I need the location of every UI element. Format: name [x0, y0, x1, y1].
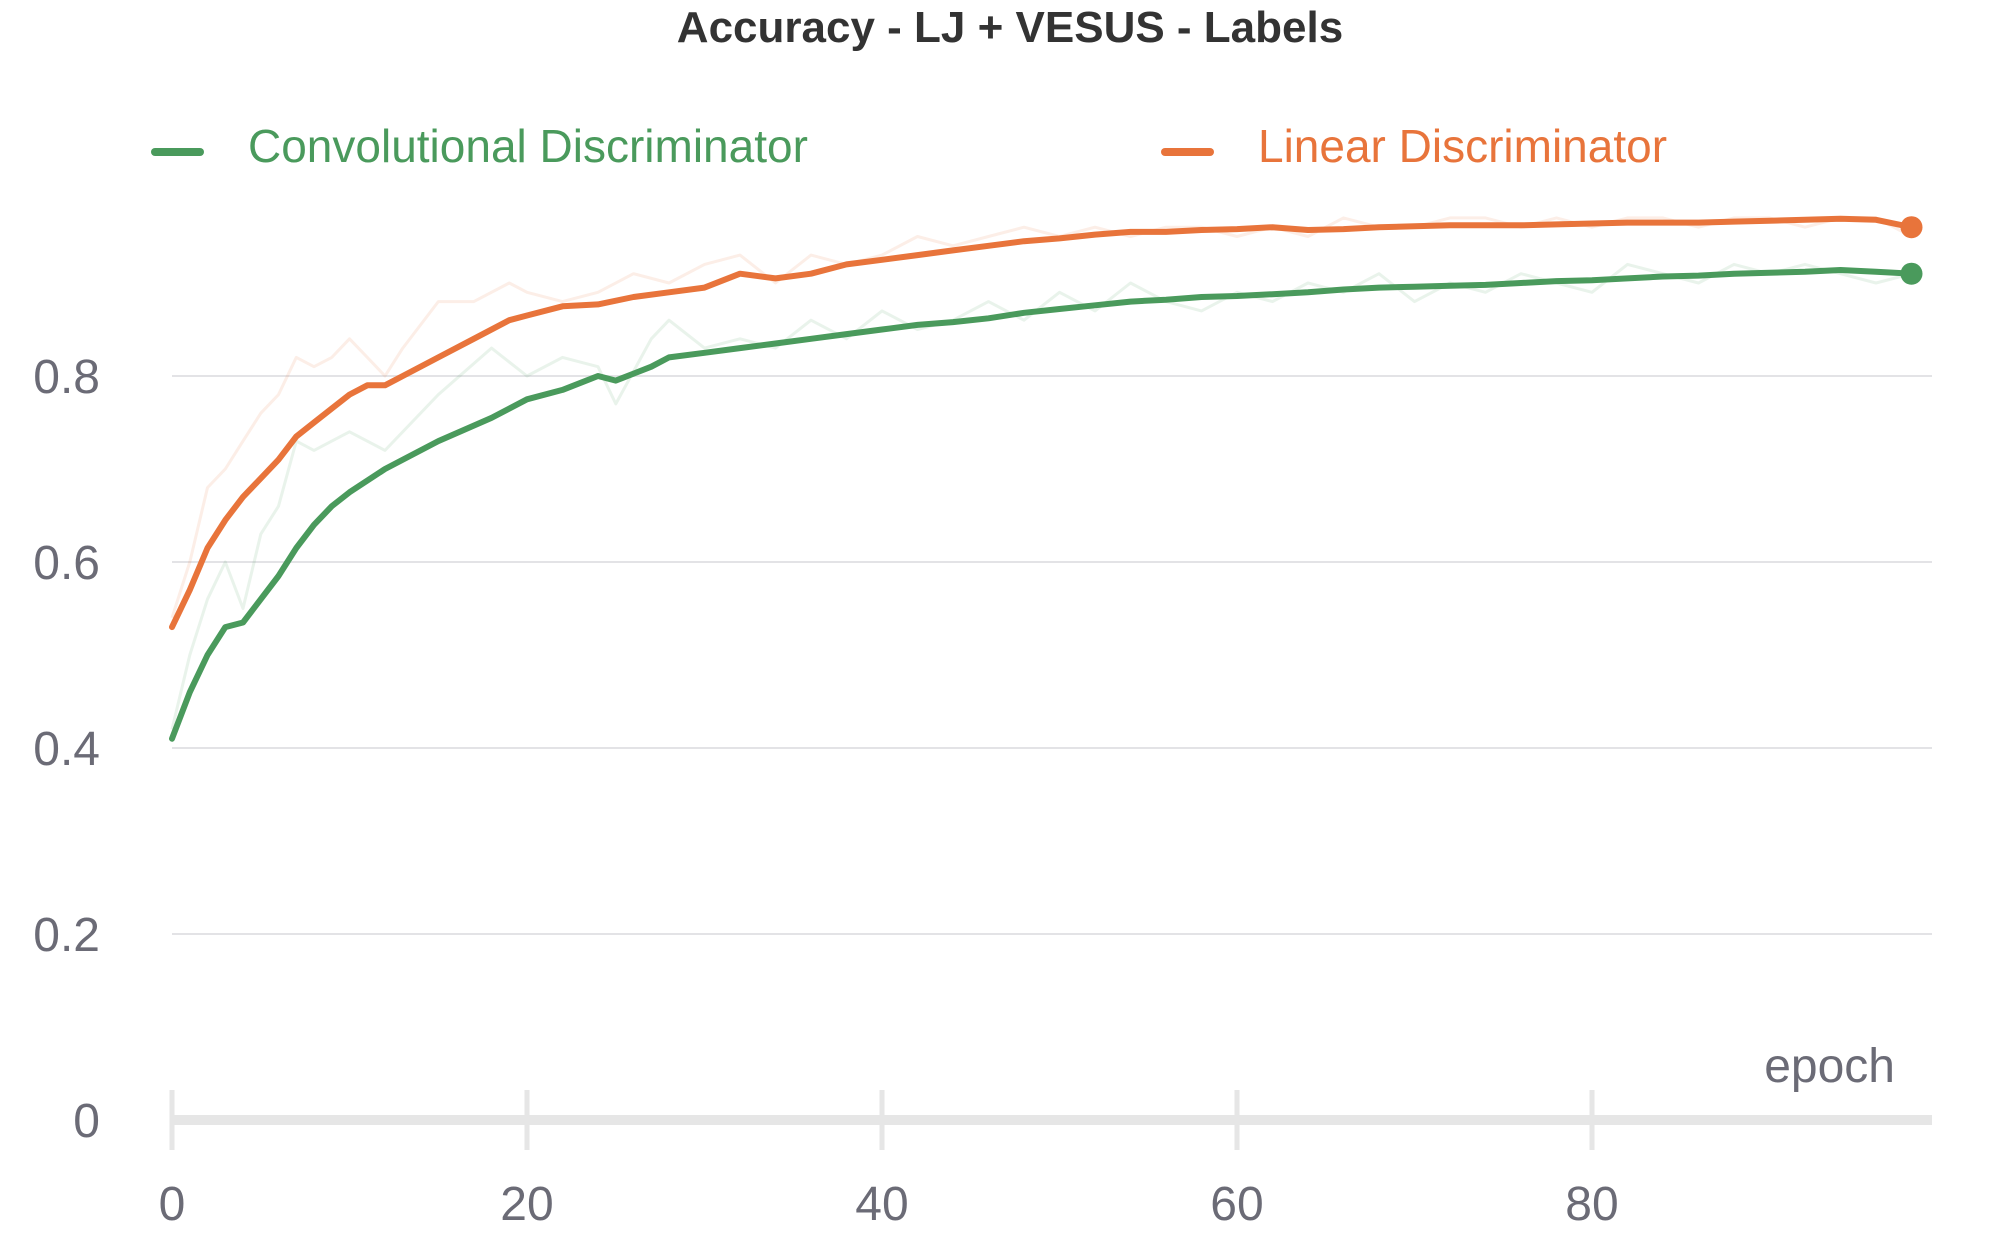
x-tick-label: 20: [500, 1178, 553, 1231]
x-tick-label: 0: [159, 1178, 186, 1231]
y-tick-label: 0.2: [33, 909, 100, 962]
axes: 0 0.2 0.4 0.6 0.8 0 20 40 60 80: [33, 351, 1932, 1231]
x-axis-label: epoch: [1764, 1040, 1895, 1093]
legend: Convolutional Discriminator Linear Discr…: [151, 120, 1667, 172]
raw-series-layer: [170, 216, 1913, 730]
legend-label-linear: Linear Discriminator: [1258, 120, 1667, 172]
legend-label-convolutional: Convolutional Discriminator: [248, 120, 808, 172]
y-tick-label: 0: [73, 1095, 100, 1148]
y-tick-label: 0.6: [33, 537, 100, 590]
x-tick-label: 60: [1210, 1178, 1263, 1231]
series-line-convolutional[interactable]: [169, 267, 1915, 742]
chart-title: Accuracy - LJ + VESUS - Labels: [677, 3, 1343, 52]
series-end-marker-convolutional[interactable]: [1900, 262, 1923, 285]
y-tick-label: 0.4: [33, 723, 100, 776]
x-tick-label: 40: [855, 1178, 908, 1231]
legend-item-linear[interactable]: Linear Discriminator: [1161, 120, 1667, 172]
series-line-linear[interactable]: [169, 215, 1915, 631]
x-tick-label: 80: [1565, 1178, 1618, 1231]
y-tick-label: 0.8: [33, 351, 100, 404]
smoothed-series-layer: [169, 215, 1923, 742]
gridlines: [172, 375, 1932, 935]
legend-item-convolutional[interactable]: Convolutional Discriminator: [151, 120, 808, 172]
series-end-marker-linear[interactable]: [1900, 216, 1923, 239]
raw-line-convolutional: [170, 262, 1912, 730]
